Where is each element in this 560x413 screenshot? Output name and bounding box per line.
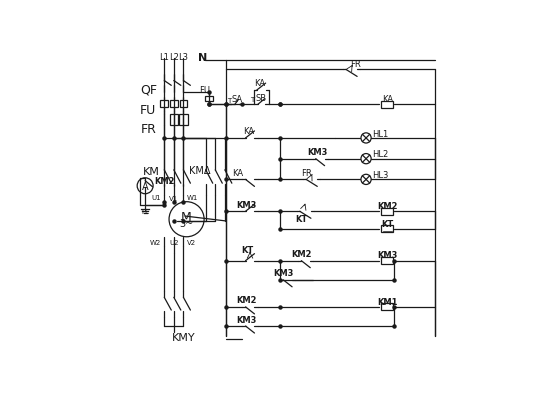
Text: QF: QF <box>140 83 157 96</box>
Bar <box>161 101 168 108</box>
Text: SA: SA <box>231 95 242 104</box>
Text: KM3: KM3 <box>377 251 398 260</box>
Text: KA: KA <box>382 95 393 104</box>
Text: W2: W2 <box>150 239 161 245</box>
Circle shape <box>169 202 204 237</box>
Text: KA: KA <box>243 127 254 136</box>
Text: L2: L2 <box>169 53 179 62</box>
Text: KT: KT <box>381 219 394 228</box>
Bar <box>205 97 213 102</box>
Text: FU: FU <box>140 104 156 116</box>
Text: 3~: 3~ <box>179 219 194 229</box>
Text: KMΔ: KMΔ <box>189 166 210 176</box>
Text: FU: FU <box>199 86 210 95</box>
Text: W1: W1 <box>186 195 198 200</box>
Text: KM2: KM2 <box>236 296 256 305</box>
Bar <box>170 115 178 125</box>
Bar <box>381 258 394 265</box>
Text: FR: FR <box>350 60 361 69</box>
Text: KM2: KM2 <box>155 177 175 186</box>
Text: T: T <box>227 97 232 103</box>
Bar <box>170 101 178 108</box>
Text: T: T <box>250 97 254 102</box>
Bar <box>381 226 394 233</box>
Text: SB: SB <box>255 94 267 103</box>
Bar <box>381 304 394 311</box>
Text: KM3: KM3 <box>236 315 256 324</box>
Text: N: N <box>198 52 207 62</box>
Text: FR: FR <box>301 169 311 178</box>
Text: KM2: KM2 <box>377 202 398 211</box>
Text: HL1: HL1 <box>372 129 388 138</box>
Bar <box>381 208 394 215</box>
Text: KM3: KM3 <box>274 268 294 278</box>
Circle shape <box>361 154 371 164</box>
Bar <box>381 102 394 109</box>
Text: KM3: KM3 <box>236 200 256 209</box>
Text: PE: PE <box>141 209 150 215</box>
Text: KM: KM <box>143 167 160 177</box>
Circle shape <box>361 133 371 144</box>
Bar <box>180 101 187 108</box>
Text: FR: FR <box>141 123 156 135</box>
Text: KT: KT <box>295 214 307 223</box>
Bar <box>179 115 188 125</box>
Text: HL2: HL2 <box>372 150 388 159</box>
Text: A: A <box>142 181 148 191</box>
Text: KA: KA <box>254 78 265 88</box>
Text: KM3: KM3 <box>307 148 328 157</box>
Text: V1: V1 <box>169 195 179 202</box>
Text: M: M <box>181 210 192 223</box>
Text: KM1: KM1 <box>377 297 398 306</box>
Circle shape <box>137 178 153 194</box>
Text: L3: L3 <box>179 53 188 62</box>
Text: U1: U1 <box>151 195 161 200</box>
Text: U2: U2 <box>169 240 179 246</box>
Circle shape <box>361 175 371 185</box>
Text: V2: V2 <box>186 239 195 245</box>
Text: KT: KT <box>241 245 253 254</box>
Text: KA: KA <box>232 169 243 178</box>
Text: HL3: HL3 <box>372 171 388 180</box>
Text: KMY: KMY <box>171 332 195 342</box>
Text: L1: L1 <box>160 53 169 62</box>
Text: KM2: KM2 <box>291 249 311 259</box>
